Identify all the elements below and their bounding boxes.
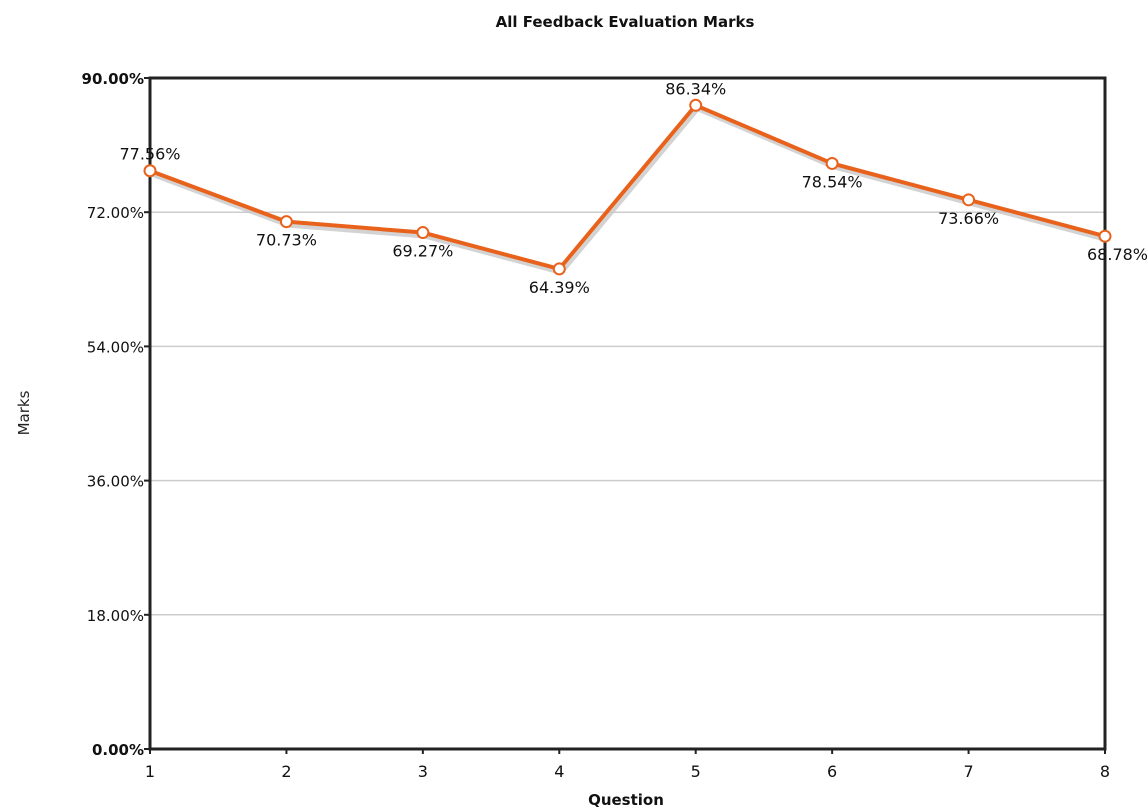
- plot-border: [148, 76, 1107, 751]
- data-label: 86.34%: [665, 79, 726, 98]
- y-tick-label: 36.00%: [87, 473, 144, 491]
- x-tick-label: 6: [827, 762, 837, 781]
- gridlines: [150, 211, 1105, 616]
- x-tick-label: 4: [554, 762, 564, 781]
- data-point: [279, 215, 293, 229]
- data-point: [689, 98, 703, 112]
- data-label: 69.27%: [392, 242, 453, 261]
- data-label: 64.39%: [529, 278, 590, 297]
- data-labels: 77.56% 70.73% 69.27% 64.39% 86.34% 78.54% 73.6…: [119, 79, 1148, 297]
- series-marks: [143, 98, 1112, 276]
- data-point: [552, 262, 566, 276]
- series-line-shadow: [151, 107, 1108, 275]
- x-tick-label: 7: [963, 762, 973, 781]
- data-point: [825, 156, 839, 170]
- y-tick-label: 0.00%: [92, 741, 144, 759]
- data-label: 70.73%: [256, 231, 317, 250]
- y-axis-label: Marks: [15, 390, 33, 435]
- plot-frame: [148, 76, 1107, 751]
- x-axis-label: Question: [588, 791, 664, 809]
- data-label: 78.54%: [802, 172, 863, 191]
- x-axis-ticks: 1 2 3 4 5 6 7 8: [145, 749, 1110, 781]
- data-point: [143, 164, 157, 178]
- chart-title: All Feedback Evaluation Marks: [496, 13, 755, 31]
- data-point: [1098, 229, 1112, 243]
- y-tick-label: 54.00%: [87, 338, 144, 356]
- data-label: 73.66%: [938, 209, 999, 228]
- x-tick-label: 5: [691, 762, 701, 781]
- data-label: 68.78%: [1087, 245, 1148, 264]
- y-tick-label: 18.00%: [87, 607, 144, 625]
- x-tick-label: 3: [418, 762, 428, 781]
- y-axis-ticks: 0.00% 18.00% 36.00% 54.00% 72.00% 90.00%: [82, 70, 150, 759]
- x-tick-label: 8: [1100, 762, 1110, 781]
- data-label: 77.56%: [119, 145, 180, 164]
- y-tick-label: 72.00%: [87, 204, 144, 222]
- x-tick-label: 2: [281, 762, 291, 781]
- y-tick-label: 90.00%: [82, 70, 144, 88]
- series-line: [149, 103, 1106, 271]
- data-point: [962, 193, 976, 207]
- x-tick-label: 1: [145, 762, 155, 781]
- data-point: [416, 226, 430, 240]
